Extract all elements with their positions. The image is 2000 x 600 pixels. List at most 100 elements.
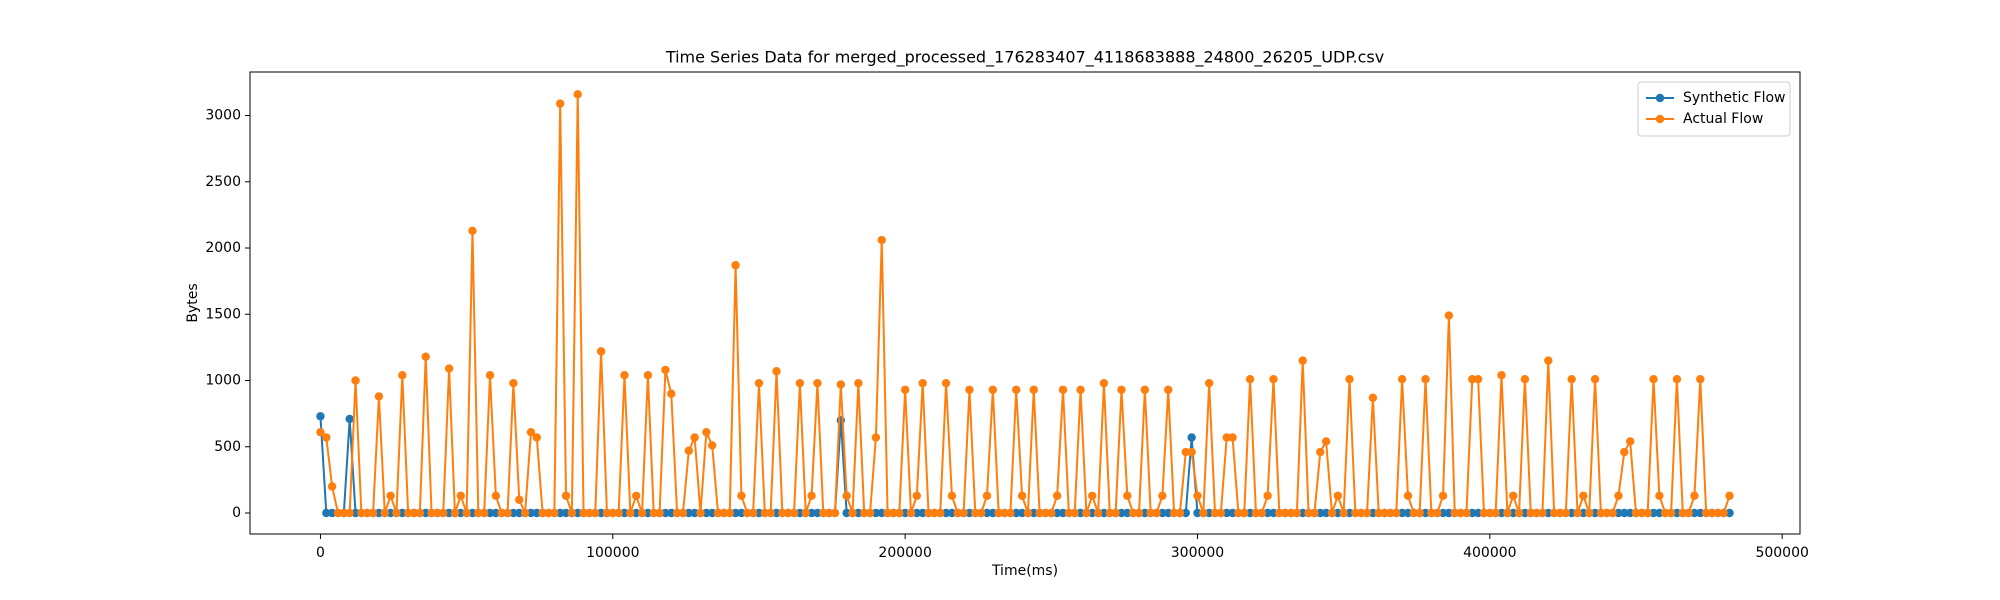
x-tick-label: 0 xyxy=(316,545,325,561)
data-point xyxy=(731,261,740,270)
data-point xyxy=(842,508,851,518)
data-point xyxy=(754,508,764,518)
data-point xyxy=(1316,508,1325,518)
data-point xyxy=(427,508,436,518)
x-tick-label: 300000 xyxy=(1171,545,1224,561)
data-point xyxy=(585,508,594,518)
data-point xyxy=(596,347,606,356)
data-point xyxy=(1468,374,1477,384)
data-point xyxy=(900,385,910,394)
data-point xyxy=(848,508,857,518)
data-point xyxy=(1012,385,1021,394)
legend-label: Synthetic Flow xyxy=(1683,90,1786,106)
data-point xyxy=(1356,508,1366,518)
data-point xyxy=(1614,491,1623,500)
data-point xyxy=(1082,508,1091,518)
data-point xyxy=(807,491,816,500)
data-point xyxy=(316,412,325,421)
data-point xyxy=(1263,508,1272,518)
data-point xyxy=(707,508,717,518)
data-point xyxy=(1245,508,1255,518)
data-point xyxy=(339,508,349,518)
data-point xyxy=(877,508,886,518)
data-point xyxy=(994,508,1003,518)
series-line xyxy=(319,93,1731,514)
data-point xyxy=(1345,374,1354,384)
data-point xyxy=(1409,508,1419,518)
data-point xyxy=(1070,508,1079,518)
data-point xyxy=(327,482,337,491)
y-tick-label: 2000 xyxy=(205,240,241,256)
data-point xyxy=(766,508,775,518)
data-point xyxy=(1263,491,1272,500)
data-point xyxy=(1123,508,1132,518)
data-point xyxy=(1713,508,1723,518)
data-point xyxy=(1485,508,1495,518)
data-point xyxy=(333,508,343,518)
data-point xyxy=(1123,491,1132,500)
data-point xyxy=(1187,433,1196,442)
data-point xyxy=(1029,508,1038,518)
data-point xyxy=(1228,433,1237,442)
data-point xyxy=(1088,508,1097,518)
data-point xyxy=(1093,508,1103,518)
data-point xyxy=(1438,491,1448,500)
data-point xyxy=(918,378,927,388)
data-point xyxy=(772,367,781,376)
data-point xyxy=(608,508,617,518)
data-point xyxy=(450,508,460,518)
data-point xyxy=(1696,374,1705,384)
data-point xyxy=(1590,374,1600,384)
data-point xyxy=(1076,508,1085,518)
data-point xyxy=(1649,508,1658,518)
y-axis-label: Bytes xyxy=(185,283,201,322)
data-point xyxy=(374,392,384,401)
data-point xyxy=(1590,508,1600,518)
y-tick-label: 0 xyxy=(232,505,241,521)
data-point xyxy=(1649,374,1658,384)
data-point xyxy=(357,508,366,518)
data-point xyxy=(503,508,512,518)
data-point xyxy=(672,508,682,518)
data-point xyxy=(1339,508,1348,518)
data-point xyxy=(345,508,354,518)
data-point xyxy=(807,508,816,518)
data-point xyxy=(567,508,577,518)
data-point xyxy=(1655,508,1664,518)
data-point xyxy=(819,508,828,518)
data-point xyxy=(643,508,653,518)
data-point xyxy=(988,385,998,394)
data-point xyxy=(409,508,419,518)
data-point xyxy=(1392,508,1401,518)
data-point xyxy=(965,508,974,518)
data-point xyxy=(1181,508,1190,518)
data-point xyxy=(421,508,430,518)
data-point xyxy=(1497,508,1506,518)
data-point xyxy=(1380,508,1389,518)
data-point xyxy=(561,491,571,500)
data-point xyxy=(468,508,477,518)
data-point xyxy=(643,371,653,380)
data-point xyxy=(930,508,939,518)
data-point xyxy=(456,508,465,518)
data-point xyxy=(1479,508,1489,518)
data-point xyxy=(1509,508,1518,518)
data-point xyxy=(661,508,670,518)
data-point xyxy=(842,491,851,500)
data-point xyxy=(1222,508,1231,518)
data-point xyxy=(573,508,582,518)
data-point xyxy=(1672,374,1682,384)
data-point xyxy=(988,508,998,518)
data-point xyxy=(1234,508,1243,518)
data-point xyxy=(591,508,600,518)
y-tick-label: 500 xyxy=(214,439,241,455)
data-point xyxy=(1544,508,1553,518)
data-point xyxy=(1620,508,1629,518)
data-point xyxy=(1719,508,1728,518)
axes-frame xyxy=(249,71,1801,535)
data-point xyxy=(1678,508,1687,518)
data-point xyxy=(1164,508,1173,518)
data-point xyxy=(637,508,647,518)
data-point xyxy=(1532,508,1541,518)
series xyxy=(316,90,1734,518)
